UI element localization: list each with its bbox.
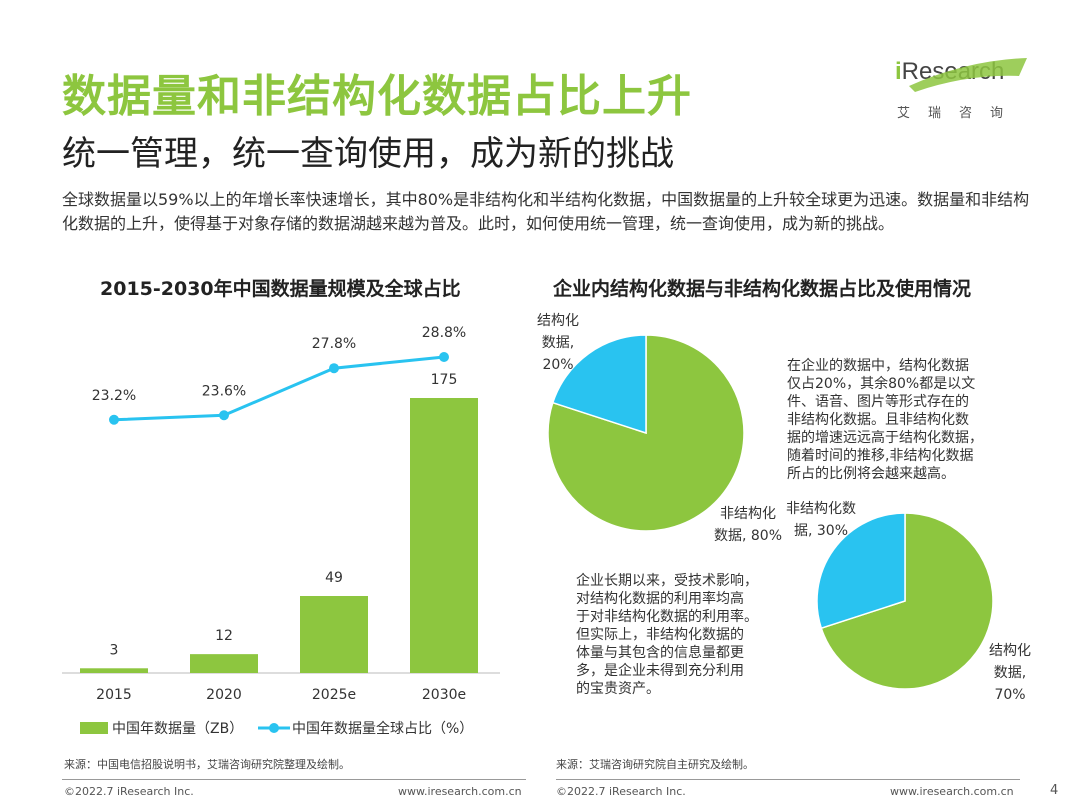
bar <box>80 668 148 673</box>
footer-divider-left <box>62 779 526 780</box>
share-point <box>329 363 339 374</box>
note-bottom: 企业长期以来，受技术影响， 对结构化数据的利用率均高 于对非结构化数据的利用率。… <box>576 572 796 698</box>
note-top-line: 据的增速远远高于结构化数据， <box>787 430 983 446</box>
pie1-label-unstructured: 非结构化 数据, 80% <box>703 503 793 547</box>
footer-copyright-right: ©2022.7 iResearch Inc. <box>556 785 686 798</box>
logo-swoosh-icon <box>909 58 1027 92</box>
footer-url-right[interactable]: www.iresearch.com.cn <box>890 785 1014 798</box>
share-point <box>439 352 449 362</box>
note-top-line: 所占的比例将会越来越高。 <box>787 466 955 482</box>
page-subtitle: 统一管理，统一查询使用，成为新的挑战 <box>62 134 674 174</box>
source-right: 来源：艾瑞咨询研究院自主研究及绘制。 <box>556 758 754 771</box>
bar <box>190 654 258 673</box>
x-tick-label: 2020 <box>206 687 242 703</box>
pie1-unstructured-line: 数据, 80% <box>713 528 783 544</box>
share-value-label: 23.2% <box>92 388 136 404</box>
page-title: 数据量和非结构化数据占比上升 <box>62 71 692 122</box>
note-bottom-line: 的宝贵资产。 <box>576 681 660 697</box>
share-value-label: 27.8% <box>312 336 356 352</box>
pie2-slice <box>820 512 994 690</box>
pie1-structured-line: 数据, <box>541 335 575 351</box>
share-point <box>109 414 119 425</box>
pie2-unstructured-line: 非结构化数 <box>786 501 856 517</box>
pie1-label-structured: 结构化 数据, 20% <box>528 310 588 376</box>
left-chart-title: 2015-2030年中国数据量规模及全球占比 <box>100 278 461 300</box>
pie1-slice <box>551 334 647 435</box>
note-top-line: 随着时间的推移,非结构化数据 <box>787 448 974 464</box>
pie1-structured-line: 20% <box>542 357 574 373</box>
note-top-line: 仅占20%，其余80%都是以文 <box>787 376 976 392</box>
bar-value-label: 3 <box>110 642 119 658</box>
note-top-line: 在企业的数据中，结构化数据 <box>787 358 969 374</box>
pie2-structured-line: 数据, <box>993 665 1027 681</box>
note-top-line: 非结构化数据。且非结构化数 <box>787 412 969 428</box>
pie2-structured-line: 70% <box>994 687 1026 703</box>
pie2-structured-line: 结构化 <box>989 643 1031 659</box>
bar-value-label: 49 <box>325 570 343 586</box>
source-left: 来源：中国电信招股说明书，艾瑞咨询研究院整理及绘制。 <box>64 758 350 771</box>
bar-value-label: 175 <box>431 372 458 388</box>
right-chart-title: 企业内结构化数据与非结构化数据占比及使用情况 <box>553 278 972 300</box>
x-tick-label: 2025e <box>312 687 356 703</box>
footer-url-left[interactable]: www.iresearch.com.cn <box>398 785 522 798</box>
pie1-unstructured-line: 非结构化 <box>720 506 776 522</box>
note-bottom-line: 对结构化数据的利用率均高 <box>576 591 744 607</box>
footer-divider-right <box>556 779 1020 780</box>
x-tick-label: 2030e <box>422 687 466 703</box>
note-bottom-line: 于对非结构化数据的利用率。 <box>576 609 758 625</box>
legend-line-label: 中国年数据量全球占比（%） <box>292 720 473 737</box>
page-number: 4 <box>1050 783 1059 798</box>
note-bottom-line: 多，是企业未得到充分利用 <box>576 663 744 679</box>
pie1-structured-line: 结构化 <box>537 313 579 329</box>
footer-copyright-left: ©2022.7 iResearch Inc. <box>64 785 194 798</box>
share-value-label: 28.8% <box>422 325 466 341</box>
intro-paragraph: 全球数据量以59%以上的年增长率快速增长，其中80%是非结构化和半结构化数据，中… <box>62 190 1030 233</box>
logo-i: i <box>895 58 902 85</box>
share-point <box>219 410 229 421</box>
legend-bar-label: 中国年数据量（ZB） <box>112 721 243 737</box>
bar <box>410 398 478 673</box>
pie2-label-structured: 结构化 数据, 70% <box>980 640 1040 706</box>
note-top: 在企业的数据中，结构化数据 仅占20%，其余80%都是以文 件、语音、图片等形式… <box>787 357 1017 483</box>
bar-value-label: 12 <box>215 628 233 644</box>
note-bottom-line: 但实际上，非结构化数据的 <box>576 627 744 643</box>
share-line <box>113 355 445 422</box>
bar <box>300 596 368 673</box>
x-tick-label: 2015 <box>96 687 132 703</box>
note-top-line: 件、语音、图片等形式存在的 <box>787 394 969 410</box>
combo-chart: 3 2015 12 2020 49 2025e 175 2030e 23.2% 23.6% 27.8… <box>62 325 500 737</box>
iresearch-logo: iResearch 艾瑞咨询 <box>895 58 1027 121</box>
pie2-slice <box>816 512 906 630</box>
note-bottom-line: 体量与其包含的信息量都更 <box>576 645 744 661</box>
share-value-label: 23.6% <box>202 383 246 399</box>
pie2-unstructured-line: 据, 30% <box>793 523 849 539</box>
legend-bar-swatch <box>80 722 108 734</box>
pie2-label-unstructured: 非结构化数 据, 30% <box>776 498 866 542</box>
pie1-slice <box>547 334 745 532</box>
legend-line-marker <box>269 723 279 733</box>
note-bottom-line: 企业长期以来，受技术影响， <box>576 573 758 589</box>
logo-chinese: 艾瑞咨询 <box>897 106 1022 121</box>
